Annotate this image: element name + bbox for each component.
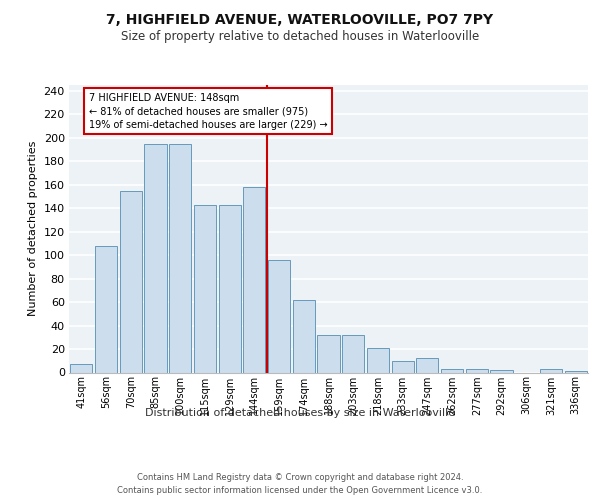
Text: 7 HIGHFIELD AVENUE: 148sqm
← 81% of detached houses are smaller (975)
19% of sem: 7 HIGHFIELD AVENUE: 148sqm ← 81% of deta… (89, 93, 328, 130)
Bar (367, 348, 389, 372)
Bar (194, 204, 216, 372)
Bar (392, 361, 414, 372)
Bar (70, 364, 92, 372)
Bar (169, 144, 191, 372)
Text: Contains public sector information licensed under the Open Government Licence v3: Contains public sector information licen… (118, 486, 482, 495)
Text: Size of property relative to detached houses in Waterlooville: Size of property relative to detached ho… (121, 30, 479, 43)
Text: Distribution of detached houses by size in Waterlooville: Distribution of detached houses by size … (145, 408, 455, 418)
Bar (293, 300, 315, 372)
Bar (119, 190, 142, 372)
Bar (416, 358, 439, 372)
Bar (490, 370, 512, 372)
Text: 7, HIGHFIELD AVENUE, WATERLOOVILLE, PO7 7PY: 7, HIGHFIELD AVENUE, WATERLOOVILLE, PO7 … (106, 12, 494, 26)
Bar (268, 260, 290, 372)
Bar (317, 335, 340, 372)
Bar (243, 187, 265, 372)
Bar (466, 369, 488, 372)
Bar (540, 369, 562, 372)
Bar (95, 246, 117, 372)
Bar (441, 369, 463, 372)
Bar (342, 335, 364, 372)
Y-axis label: Number of detached properties: Number of detached properties (28, 141, 38, 316)
Text: Contains HM Land Registry data © Crown copyright and database right 2024.: Contains HM Land Registry data © Crown c… (137, 472, 463, 482)
Bar (145, 144, 167, 372)
Bar (218, 204, 241, 372)
